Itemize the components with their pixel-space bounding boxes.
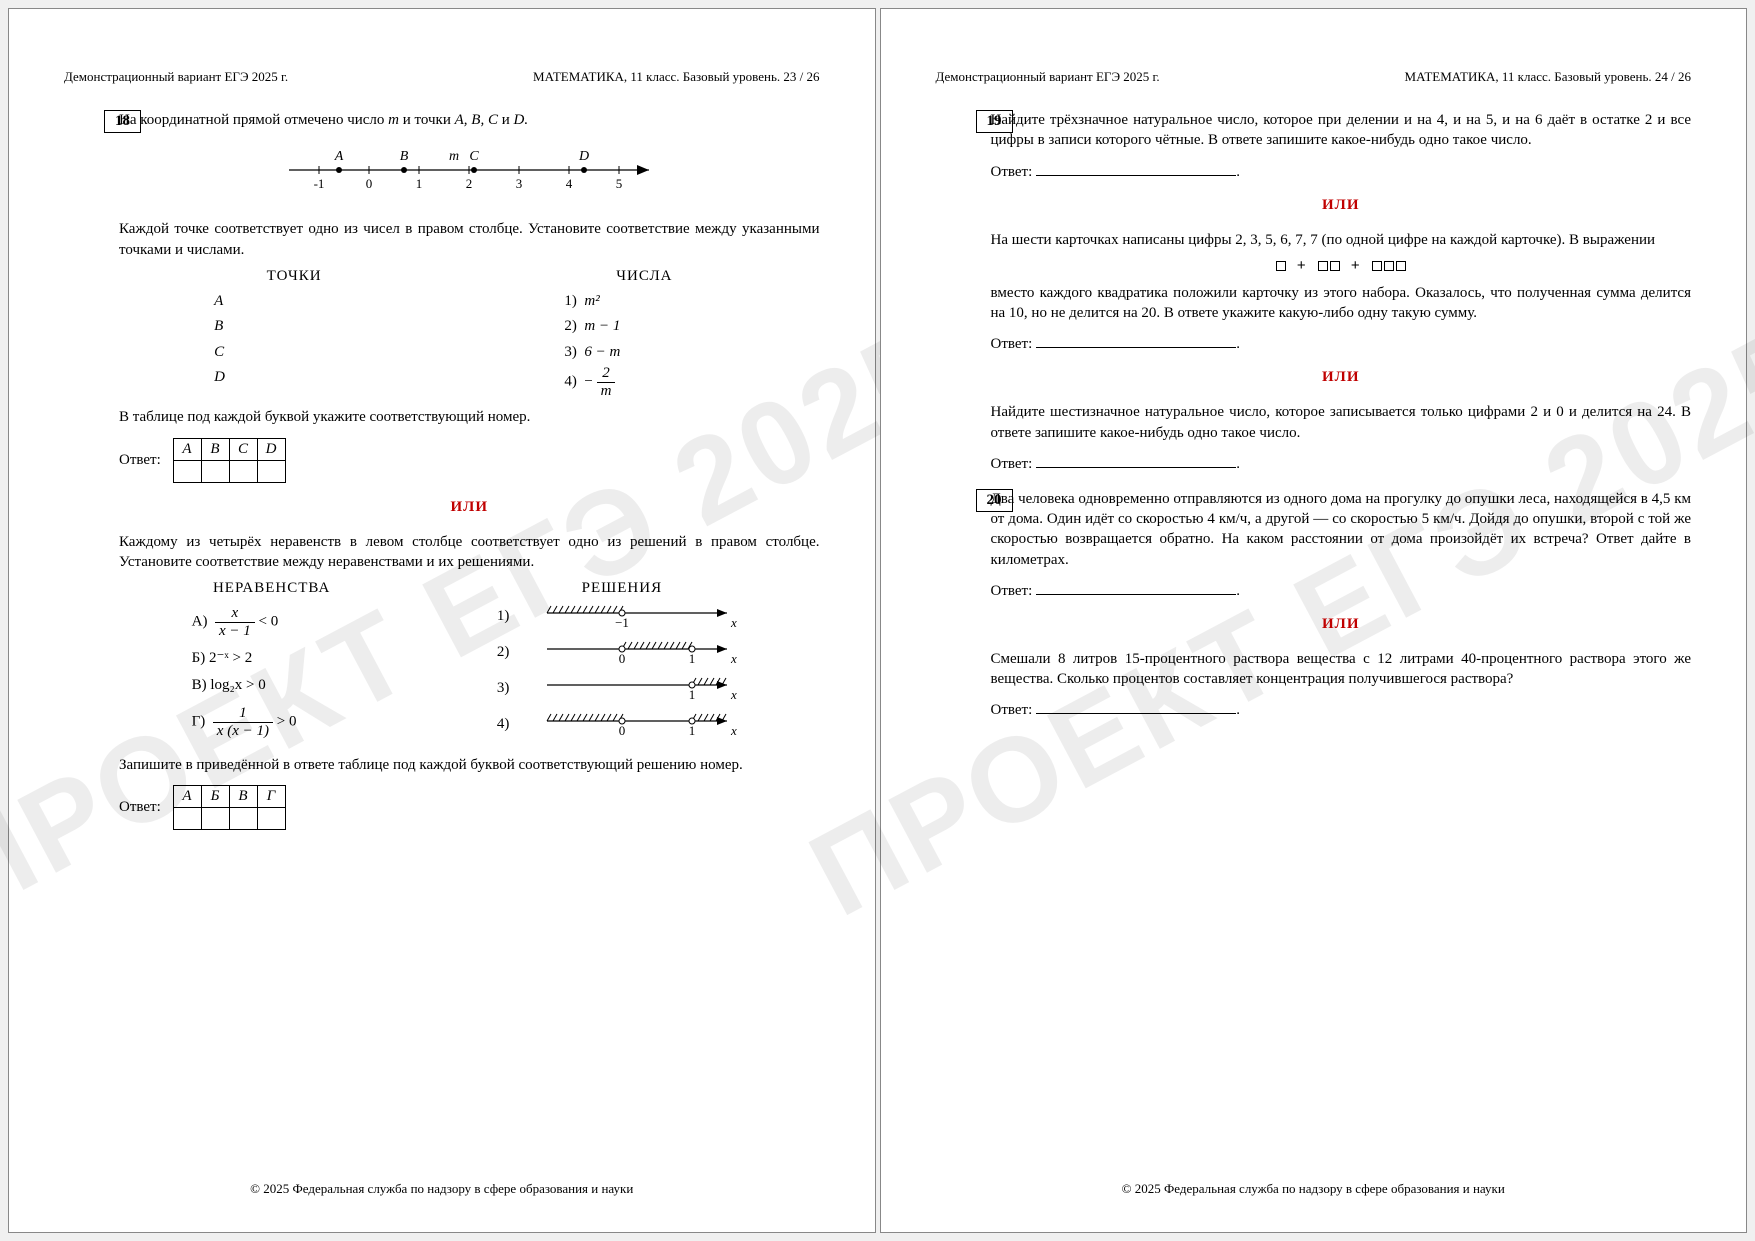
header-left: Демонстрационный вариант ЕГЭ 2025 г. [936, 69, 1160, 85]
numbers-list: 1) m² 2) m − 1 3) 6 − m 4) − 2m [564, 289, 724, 400]
task18-columns: ТОЧКИ A B C D ЧИСЛА 1) m² 2) m − 1 3) 6 … [119, 268, 820, 400]
svg-text:3: 3 [516, 176, 523, 191]
answer-19b: Ответ:. [991, 333, 1692, 353]
ili-divider: ИЛИ [991, 197, 1692, 214]
task-number: 18 [104, 110, 141, 133]
task19a: Найдите трёхзначное натуральное число, к… [991, 110, 1692, 151]
answer-20b: Ответ:. [991, 699, 1692, 719]
number-line: -1 0 1 2 3 4 5 A B C Dm [119, 140, 820, 205]
task-number: 20 [976, 489, 1013, 512]
svg-text:0: 0 [619, 723, 626, 738]
svg-text:0: 0 [619, 651, 626, 666]
svg-text:-1: -1 [314, 176, 325, 191]
header-right: МАТЕМАТИКА, 11 класс. Базовый уровень. 2… [533, 69, 819, 85]
svg-text:1: 1 [416, 176, 423, 191]
svg-text:1: 1 [689, 723, 696, 738]
svg-text:A: A [334, 149, 344, 164]
svg-text:−1: −1 [615, 615, 629, 630]
points-list: A B C D [214, 289, 374, 391]
page-right: ПРОЕКТ ЕГЭ 2025 Демонстрационный вариант… [880, 8, 1748, 1233]
svg-text:x: x [730, 723, 737, 738]
number-line-svg: -1 0 1 2 3 4 5 A B C Dm [279, 140, 659, 200]
task18-line3: В таблице под каждой буквой укажите соот… [119, 407, 820, 427]
answer-block-b: Ответ: А Б В Г [119, 785, 820, 830]
svg-text:D: D [578, 149, 589, 164]
task19b-2: вместо каждого квадратика положили карто… [991, 283, 1692, 324]
task-number: 19 [976, 110, 1013, 133]
task18-line2: Каждой точке соответствует одно из чисел… [119, 219, 820, 260]
page-left: ПРОЕКТ ЕГЭ 2025 Демонстрационный вариант… [8, 8, 876, 1233]
svg-text:x: x [730, 687, 737, 702]
svg-text:x: x [730, 651, 737, 666]
task20a: Два человека одновременно отправляются и… [991, 489, 1692, 570]
ili-divider: ИЛИ [119, 499, 820, 516]
task18b-columns: НЕРАВЕНСТВА А) xx − 1 < 0 Б) 2⁻ˣ > 2 В) … [119, 580, 820, 747]
svg-text:1: 1 [689, 651, 696, 666]
answer-table: A B C D [173, 438, 286, 483]
svg-text:2: 2 [466, 176, 473, 191]
points-title: ТОЧКИ [214, 268, 374, 285]
svg-text:5: 5 [616, 176, 623, 191]
ili-divider: ИЛИ [991, 369, 1692, 386]
svg-text:C: C [470, 149, 480, 164]
task-19: 19 Найдите трёхзначное натуральное число… [936, 110, 1692, 473]
task18b-line1: Каждому из четырёх неравенств в левом ст… [119, 532, 820, 573]
svg-text:m: m [449, 149, 459, 164]
answer-table-b: А Б В Г [173, 785, 286, 830]
task-18: 18 На координатной прямой отмечено число… [64, 110, 820, 830]
numbers-title: ЧИСЛА [564, 268, 724, 285]
sol-title: РЕШЕНИЯ [497, 580, 747, 597]
page-header: Демонстрационный вариант ЕГЭ 2025 г. МАТ… [936, 69, 1692, 85]
answer-20a: Ответ:. [991, 580, 1692, 600]
page-header: Демонстрационный вариант ЕГЭ 2025 г. МАТ… [64, 69, 820, 85]
svg-text:x: x [730, 615, 737, 630]
answer-19c: Ответ:. [991, 453, 1692, 473]
task18b-line2: Запишите в приведённой в ответе таблице … [119, 755, 820, 775]
header-left: Демонстрационный вариант ЕГЭ 2025 г. [64, 69, 288, 85]
task18-line1: На координатной прямой отмечено число m … [119, 110, 820, 130]
svg-text:1: 1 [689, 687, 696, 702]
task-20: 20 Два человека одновременно отправляютс… [936, 489, 1692, 720]
boxes-expression: + + [991, 258, 1692, 275]
svg-text:B: B [400, 149, 409, 164]
page-footer: © 2025 Федеральная служба по надзору в с… [9, 1181, 875, 1197]
task20b: Смешали 8 литров 15-процентного раствора… [991, 649, 1692, 690]
answer-block: Ответ: A B C D [119, 438, 820, 483]
header-right: МАТЕМАТИКА, 11 класс. Базовый уровень. 2… [1405, 69, 1691, 85]
task19b-1: На шести карточках написаны цифры 2, 3, … [991, 230, 1692, 250]
page-footer: © 2025 Федеральная служба по надзору в с… [881, 1181, 1747, 1197]
ineq-list: А) xx − 1 < 0 Б) 2⁻ˣ > 2 В) log₂x > 0 Г)… [192, 605, 352, 739]
ineq-title: НЕРАВЕНСТВА [192, 580, 352, 597]
svg-text:4: 4 [566, 176, 573, 191]
ili-divider: ИЛИ [991, 616, 1692, 633]
answer-19a: Ответ:. [991, 161, 1692, 181]
svg-text:0: 0 [366, 176, 373, 191]
task19c: Найдите шестизначное натуральное число, … [991, 402, 1692, 443]
solutions-list: 1)−1x2)01x3)1x4)01x [497, 601, 747, 739]
